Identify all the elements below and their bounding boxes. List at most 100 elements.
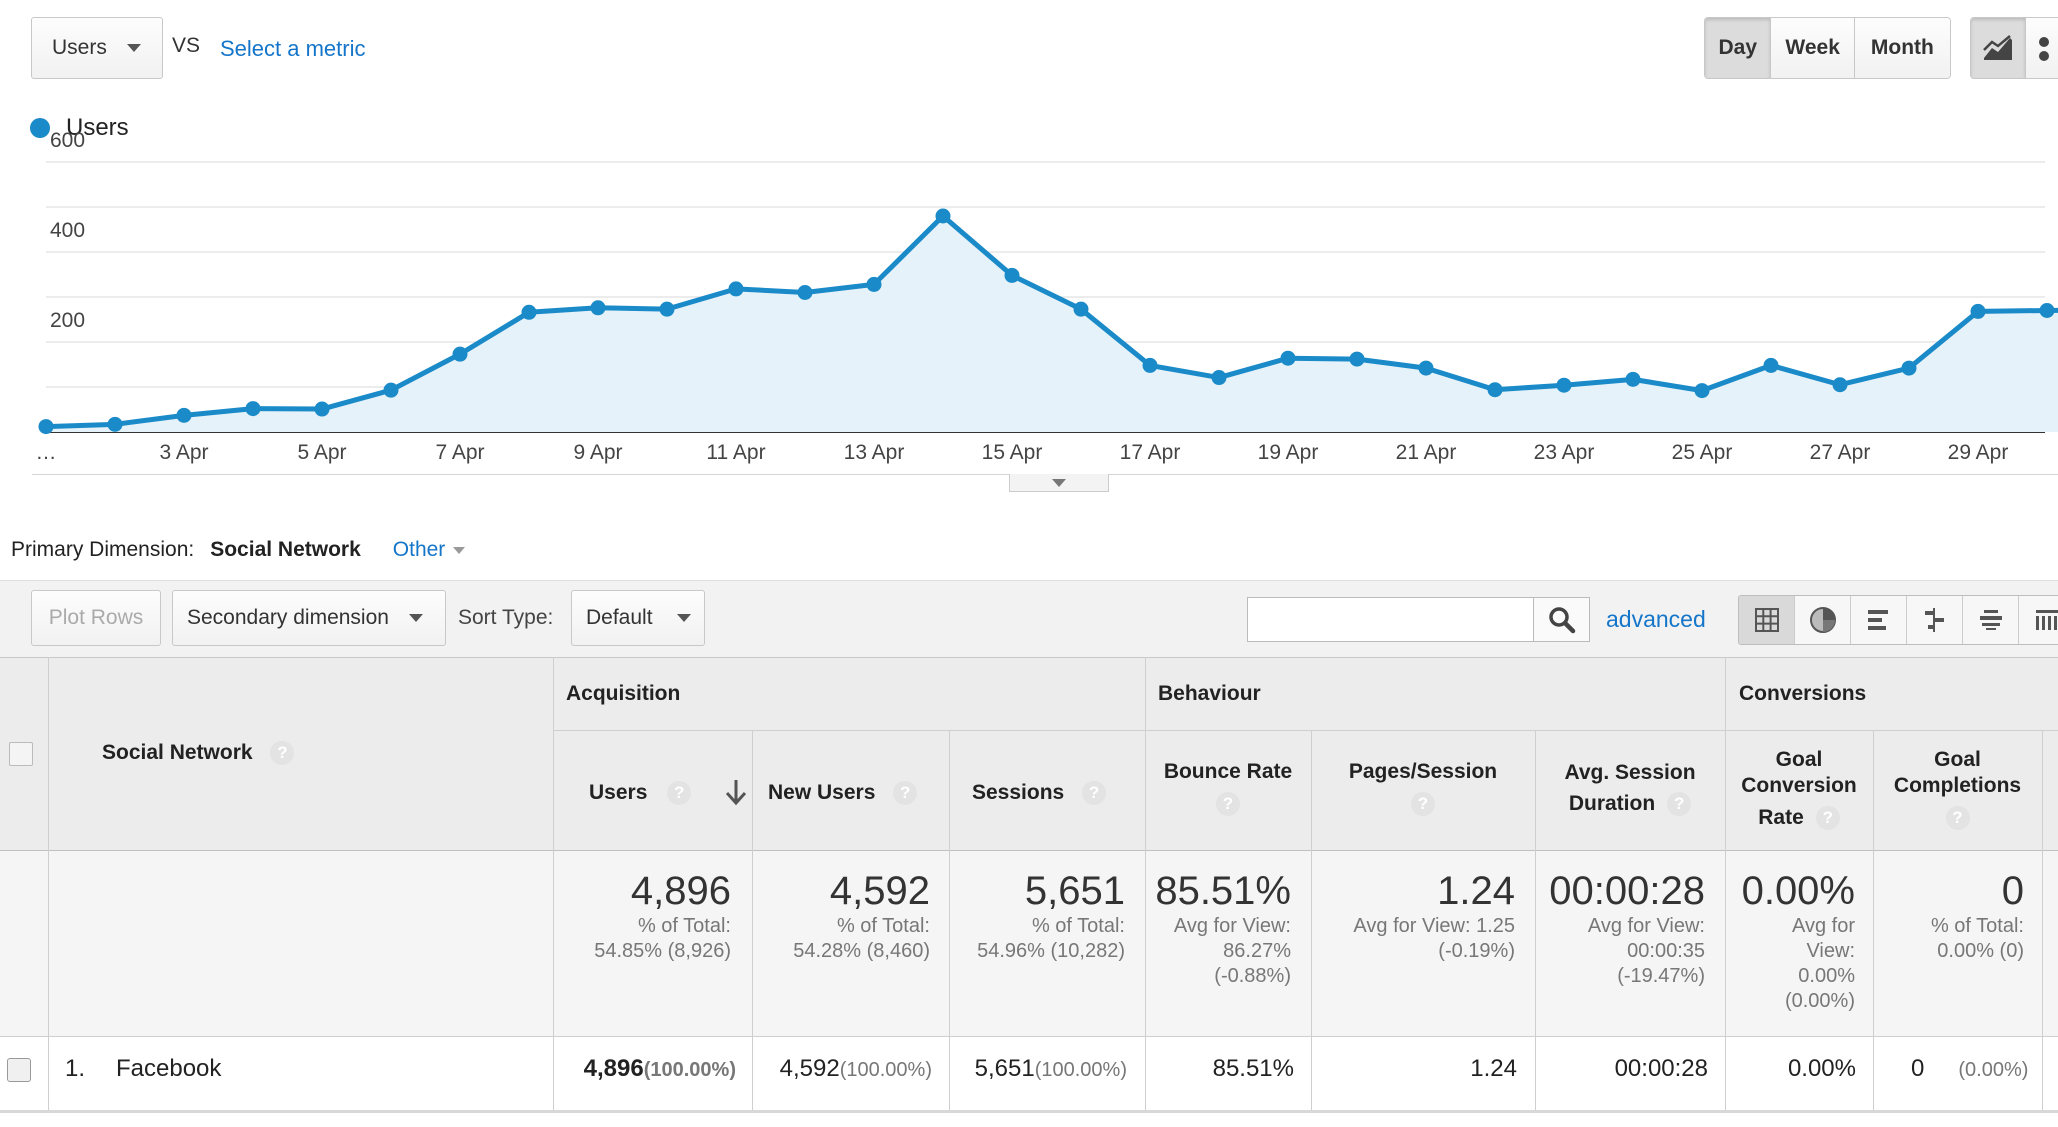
total-bounce-delta: (-0.88%) bbox=[1214, 965, 1291, 987]
row-new-users-pct: (100.00%) bbox=[839, 1059, 932, 1081]
line-chart-icon[interactable] bbox=[1971, 18, 2026, 78]
performance-view-icon[interactable] bbox=[1851, 596, 1907, 644]
dimension-header[interactable]: Social Network ? bbox=[102, 741, 295, 766]
col-pages-header[interactable]: Pages/Session ? bbox=[1311, 760, 1535, 816]
motion-chart-icon[interactable] bbox=[2025, 18, 2058, 78]
data-point[interactable] bbox=[1349, 351, 1365, 367]
data-point[interactable] bbox=[1901, 360, 1917, 376]
col-line bbox=[752, 730, 753, 1110]
y-tick-label: 400 bbox=[50, 219, 86, 242]
x-tick-label: 29 Apr bbox=[1947, 441, 2009, 464]
data-point[interactable] bbox=[1832, 377, 1848, 393]
total-sessions-share: 54.96% (10,282) bbox=[977, 940, 1125, 962]
help-icon[interactable]: ? bbox=[1411, 792, 1435, 816]
search-button[interactable] bbox=[1533, 597, 1590, 642]
data-point[interactable] bbox=[797, 285, 813, 300]
group-acquisition: Acquisition bbox=[566, 682, 681, 705]
total-pages-caption: Avg for View: 1.25 bbox=[1353, 915, 1515, 937]
help-icon[interactable]: ? bbox=[1216, 792, 1240, 816]
data-point[interactable] bbox=[2039, 303, 2055, 318]
data-point[interactable] bbox=[1763, 357, 1779, 373]
data-point[interactable] bbox=[176, 407, 192, 423]
row-completions: 0 (0.00%) bbox=[1873, 1055, 2038, 1083]
total-sessions-caption: % of Total: bbox=[1031, 915, 1125, 937]
data-point[interactable] bbox=[1625, 371, 1641, 387]
sort-desc-arrow-icon[interactable] bbox=[724, 778, 748, 811]
total-new-users-share: 54.28% (8,460) bbox=[793, 940, 930, 962]
chart-collapse-handle[interactable] bbox=[1009, 474, 1109, 492]
data-point[interactable] bbox=[1211, 370, 1227, 386]
total-pages-value: 1.24 bbox=[1437, 869, 1515, 913]
help-icon[interactable]: ? bbox=[270, 741, 295, 766]
col-duration-label-2: Duration bbox=[1568, 792, 1656, 815]
total-sessions: 5,651 % of Total: 54.96% (10,282) bbox=[949, 868, 1125, 964]
data-point[interactable] bbox=[107, 416, 123, 432]
data-point[interactable] bbox=[1970, 303, 1986, 319]
pie-view-icon[interactable] bbox=[1795, 596, 1851, 644]
data-point[interactable] bbox=[1487, 382, 1503, 398]
col-sessions-label: Sessions bbox=[972, 781, 1065, 804]
data-point[interactable] bbox=[521, 304, 537, 320]
col-duration-header[interactable]: Avg. Session Duration? bbox=[1535, 760, 1725, 821]
data-point[interactable] bbox=[314, 401, 330, 417]
row-comp-value: 0 bbox=[1911, 1055, 1925, 1082]
data-point[interactable] bbox=[1073, 301, 1089, 317]
select-all-checkbox[interactable] bbox=[9, 742, 33, 766]
data-point[interactable] bbox=[1418, 360, 1434, 376]
total-new-users-value: 4,592 bbox=[829, 869, 930, 913]
data-point[interactable] bbox=[245, 401, 261, 417]
data-point[interactable] bbox=[38, 419, 54, 435]
data-point[interactable] bbox=[1694, 383, 1710, 399]
table-total-bg bbox=[0, 850, 2058, 1036]
data-point[interactable] bbox=[728, 281, 744, 297]
row-comp-pct: (0.00%) bbox=[1958, 1059, 2029, 1081]
term-cloud-view-icon[interactable] bbox=[1963, 596, 2019, 644]
period-day-button[interactable]: Day bbox=[1705, 18, 1772, 78]
row-name-link[interactable]: Facebook bbox=[116, 1055, 222, 1082]
table-search-input[interactable] bbox=[1247, 597, 1534, 642]
col-new-users-header[interactable]: New Users ? bbox=[768, 781, 918, 806]
data-point[interactable] bbox=[1142, 357, 1158, 373]
row-checkbox[interactable] bbox=[7, 1058, 31, 1082]
data-point[interactable] bbox=[1004, 267, 1020, 283]
help-icon[interactable]: ? bbox=[1945, 806, 1970, 831]
sort-type-label: Sort Type: bbox=[458, 606, 554, 629]
data-point[interactable] bbox=[1556, 377, 1572, 393]
advanced-filter-link[interactable]: advanced bbox=[1606, 606, 1706, 632]
plot-rows-button[interactable]: Plot Rows bbox=[31, 590, 161, 646]
data-point[interactable] bbox=[1280, 350, 1296, 366]
col-users-header[interactable]: Users ? bbox=[589, 781, 692, 806]
period-week-button[interactable]: Week bbox=[1771, 18, 1855, 78]
comparison-view-icon[interactable] bbox=[1907, 596, 1963, 644]
col-conv-rate-header[interactable]: Goal Conversion Rate? bbox=[1725, 747, 1873, 831]
data-point[interactable] bbox=[935, 208, 951, 224]
help-icon[interactable]: ? bbox=[667, 781, 692, 806]
total-duration: 00:00:28 Avg for View: 00:00:35 (-19.47%… bbox=[1535, 868, 1705, 989]
help-icon[interactable]: ? bbox=[1815, 806, 1840, 831]
total-comp-value: 0 bbox=[2001, 869, 2024, 913]
total-bounce-avg: 86.27% bbox=[1223, 940, 1291, 962]
data-point[interactable] bbox=[866, 276, 882, 292]
col-sessions-header[interactable]: Sessions ? bbox=[972, 781, 1107, 806]
select-metric-link[interactable]: Select a metric bbox=[220, 36, 366, 61]
period-month-button[interactable]: Month bbox=[1854, 18, 1950, 78]
data-point[interactable] bbox=[590, 300, 606, 316]
col-bounce-header[interactable]: Bounce Rate ? bbox=[1145, 760, 1311, 816]
table-view-icon[interactable] bbox=[1739, 596, 1795, 644]
help-icon[interactable]: ? bbox=[893, 781, 918, 806]
row-pages: 1.24 bbox=[1470, 1055, 1517, 1082]
data-point[interactable] bbox=[383, 382, 399, 398]
sort-type-value: Default bbox=[586, 606, 653, 629]
data-point[interactable] bbox=[452, 346, 468, 362]
sort-type-select[interactable]: Default bbox=[571, 590, 705, 646]
help-icon[interactable]: ? bbox=[1667, 792, 1692, 817]
pivot-view-icon[interactable] bbox=[2019, 596, 2058, 644]
row-sessions-pct: (100.00%) bbox=[1034, 1059, 1127, 1081]
metric-select[interactable]: Users bbox=[31, 17, 163, 79]
total-users: 4,896 % of Total: 54.85% (8,926) bbox=[553, 868, 731, 964]
dimension-other-link[interactable]: Other bbox=[392, 538, 446, 561]
secondary-dimension-select[interactable]: Secondary dimension bbox=[172, 590, 446, 646]
help-icon[interactable]: ? bbox=[1082, 781, 1107, 806]
data-point[interactable] bbox=[659, 301, 675, 317]
col-completions-header[interactable]: Goal Completions ? bbox=[1873, 747, 2042, 831]
